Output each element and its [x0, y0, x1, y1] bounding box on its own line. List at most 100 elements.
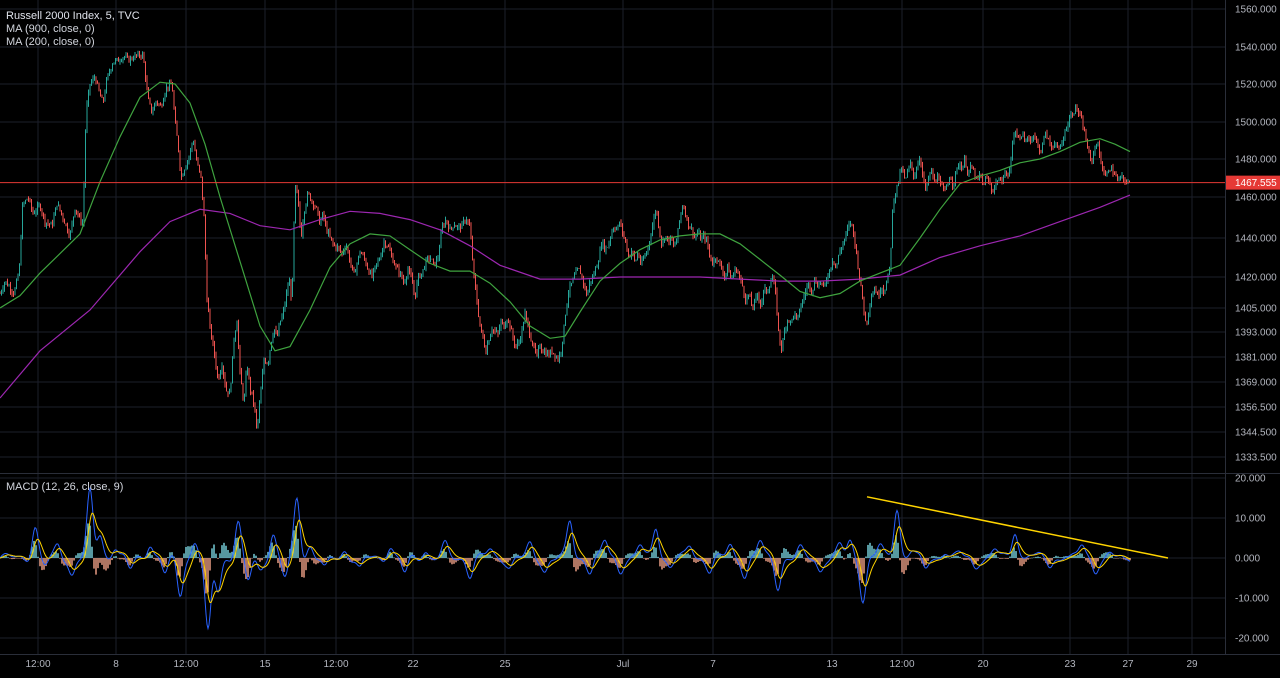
macd-bar: [1059, 557, 1061, 558]
macd-bar: [781, 552, 783, 558]
macd-bar: [907, 558, 909, 566]
macd-bar: [613, 558, 615, 564]
macd-bar: [651, 552, 653, 558]
macd-bar: [391, 554, 393, 558]
macd-bar: [233, 545, 235, 558]
macd-bar: [759, 548, 761, 558]
macd-bar: [717, 551, 719, 558]
macd-bar: [1025, 558, 1027, 562]
macd-bar: [161, 558, 163, 566]
macd-bar: [799, 550, 801, 558]
macd-pane[interactable]: [0, 486, 1169, 631]
macd-bar: [567, 541, 569, 558]
macd-bar: [1113, 557, 1115, 559]
time-tick-label: 7: [710, 659, 716, 670]
macd-bar: [807, 558, 809, 563]
last-price-label: 1467.555: [1235, 178, 1277, 189]
macd-bar: [1013, 547, 1015, 558]
macd-bar: [701, 558, 703, 562]
macd-bar: [1111, 555, 1113, 558]
macd-bar: [869, 542, 871, 558]
macd-bar: [19, 558, 21, 559]
price-legend: Russell 2000 Index, 5, TVC MA (900, clos…: [6, 10, 140, 49]
macd-bar: [37, 556, 39, 558]
macd-bar: [995, 554, 997, 558]
macd-bar: [647, 558, 649, 560]
macd-bar: [269, 546, 271, 558]
macd-bar: [959, 556, 961, 558]
macd-bar: [909, 558, 911, 561]
macd-bar: [83, 547, 85, 558]
macd-bar: [181, 558, 183, 567]
macd-bar: [879, 549, 881, 558]
macd-bar: [867, 544, 869, 558]
macd-bar: [423, 554, 425, 558]
price-pane[interactable]: [0, 50, 1225, 429]
macd-bar: [1007, 558, 1009, 559]
macd-bar: [87, 523, 89, 558]
macd-bar: [575, 558, 577, 572]
macd-bar: [1009, 556, 1011, 558]
macd-bar: [285, 558, 287, 567]
macd-bar: [355, 558, 357, 561]
macd-bar: [1047, 558, 1049, 565]
macd-trendline[interactable]: [866, 496, 1169, 559]
macd-bar: [533, 558, 535, 563]
macd-bar: [215, 553, 217, 558]
macd-bar: [911, 558, 913, 559]
macd-axis[interactable]: 20.000 10.000 0.000 -10.000 -20.000: [1235, 474, 1269, 645]
macd-title[interactable]: MACD (12, 26, close, 9): [6, 481, 124, 493]
time-tick-label: 12:00: [25, 659, 50, 670]
macd-bar: [69, 558, 71, 567]
macd-bar: [263, 557, 265, 558]
macd-bar: [481, 553, 483, 558]
ma900-legend[interactable]: MA (900, close, 0): [6, 23, 95, 35]
macd-bar: [769, 558, 771, 563]
macd-bar: [1101, 554, 1103, 558]
macd-bar: [791, 555, 793, 558]
macd-bar: [823, 557, 825, 559]
macd-bar: [883, 557, 885, 558]
macd-bar: [1055, 555, 1057, 558]
macd-bar: [471, 558, 473, 561]
macd-bar: [1099, 556, 1101, 558]
macd-bar: [831, 553, 833, 558]
macd-bar: [937, 556, 939, 558]
macd-bar: [223, 542, 225, 558]
ma200-legend[interactable]: MA (200, close, 0): [6, 36, 95, 48]
macd-bar: [321, 558, 323, 563]
symbol-title[interactable]: Russell 2000 Index, 5, TVC: [6, 10, 140, 22]
macd-bar: [543, 558, 545, 566]
macd-bar: [755, 550, 757, 558]
macd-bar: [735, 558, 737, 564]
macd-bar: [819, 558, 821, 565]
macd-bar: [393, 557, 395, 559]
macd-bar: [497, 558, 499, 562]
macd-bar: [1077, 554, 1079, 558]
macd-bar: [847, 554, 849, 558]
macd-bar: [837, 549, 839, 558]
macd-bar: [931, 556, 933, 558]
macd-bar: [639, 551, 641, 558]
time-axis[interactable]: 12:00 8 12:00 15 12:00 22 25 Jul 7 13 12:00 20 23 27 2…: [0, 654, 1280, 671]
macd-bar: [211, 548, 213, 558]
macd-bar: [221, 545, 223, 558]
macd-bar: [271, 542, 273, 558]
macd-bar: [897, 542, 899, 558]
macd-bar: [165, 558, 167, 564]
macd-bar: [95, 558, 97, 575]
macd-bar: [1097, 558, 1099, 562]
macd-bar: [309, 558, 311, 559]
macd-bar: [1127, 558, 1129, 561]
macd-bar: [41, 558, 43, 571]
macd-bar: [849, 553, 851, 558]
macd-bar: [129, 558, 131, 566]
macd-bar: [661, 558, 663, 570]
price-axis[interactable]: 1560.000 1540.000 1520.000 1500.000 1480.000…: [1225, 0, 1278, 654]
macd-bar: [243, 558, 245, 574]
price-tick-label: 1560.000: [1235, 5, 1277, 16]
macd-bar: [1107, 552, 1109, 558]
macd-bar: [229, 552, 231, 558]
macd-bar: [591, 558, 593, 560]
